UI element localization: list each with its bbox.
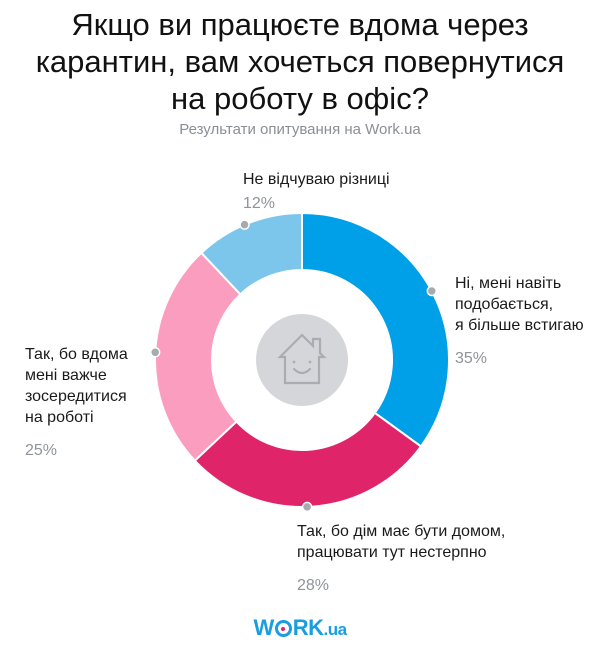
label-hard-focus: Так, бо вдома мені важче зосередитися на…	[25, 344, 128, 461]
title-line-3: на роботу в офіс?	[171, 81, 429, 116]
label-text: мені важче	[25, 367, 107, 384]
label-dot	[149, 347, 161, 358]
label-text: я більше встигаю	[455, 317, 584, 334]
logo-text: RK	[292, 615, 324, 640]
chart-subtitle: Результати опитування на Work.ua	[179, 121, 421, 138]
label-text: працювати тут нестерпно	[297, 544, 487, 561]
title-line-2: карантин, вам хочеться повернутися	[35, 44, 565, 79]
label-home-is-home: Так, бо дім має бути домом, працювати ту…	[297, 521, 505, 596]
logo-text: W	[253, 615, 274, 640]
label-text: Так, бо дім має бути домом,	[297, 523, 506, 540]
label-dot	[426, 285, 438, 297]
label-text: Ні, мені навіть	[455, 275, 562, 292]
label-text: подобається,	[455, 296, 554, 313]
donut-segments	[154, 211, 450, 508]
segment-no-difference	[199, 211, 303, 296]
label-percent: 12%	[243, 195, 276, 212]
label-text: зосередитися	[25, 388, 127, 405]
segment-hard-focus	[154, 251, 242, 463]
label-yes-like: Ні, мені навіть подобається, я більше вс…	[455, 273, 584, 369]
workua-logo: W RK.ua	[0, 615, 600, 641]
label-percent: 25%	[25, 442, 58, 459]
label-percent: 28%	[297, 577, 330, 594]
label-text: Не відчуваю різниці	[243, 171, 390, 188]
title-line-1: Якщо ви працюєте вдома через	[71, 7, 529, 42]
label-dots	[149, 219, 438, 513]
chart-title: Якщо ви працюєте вдома через карантин, в…	[0, 6, 600, 117]
segment-yes-like	[301, 211, 450, 448]
smiling-house-icon	[277, 333, 327, 385]
segment-home-is-home	[193, 411, 423, 508]
center-circle	[256, 314, 348, 406]
label-text: Так, бо вдома	[25, 346, 128, 363]
label-text: на роботі	[25, 409, 94, 426]
label-dot	[301, 501, 313, 513]
logo-suffix: .ua	[323, 620, 347, 639]
label-dot	[239, 219, 250, 230]
label-percent: 35%	[455, 350, 488, 367]
logo-target-icon	[274, 620, 292, 637]
label-no-difference: Не відчуваю різниці 12%	[243, 169, 390, 214]
